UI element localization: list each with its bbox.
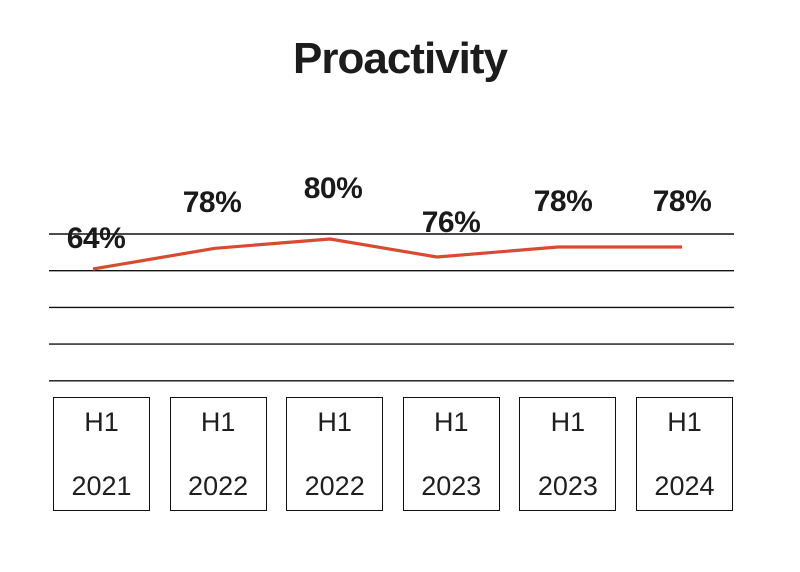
category-year-label: 2022	[188, 471, 249, 502]
category-period-label: H1	[667, 407, 702, 437]
x-axis: H1 2021 H1 2022 H1 2022 H1 2023 H1 2023 H1 2024	[53, 397, 733, 511]
category-period-label: H1	[317, 407, 352, 437]
x-axis-category-box: H1 2023	[402, 397, 500, 511]
category-year-label: 2021	[71, 471, 132, 502]
category-period-label: H1	[434, 407, 469, 437]
category-year-label: 2023	[537, 471, 598, 502]
x-axis-category-box: H1 2022	[286, 397, 384, 511]
x-axis-category-box: H1 2021	[53, 397, 150, 511]
category-period-label: H1	[84, 407, 119, 437]
x-axis-category-box: H1 2023	[519, 397, 617, 511]
category-period-label: H1	[550, 407, 586, 437]
chart-title: Proactivity	[293, 34, 508, 83]
x-axis-category-box: H1 2022	[169, 397, 267, 511]
data-line	[92, 237, 682, 271]
category-period-label: H1	[200, 407, 236, 437]
x-axis-category-box: H1 2024	[635, 397, 733, 511]
category-year-label: 2023	[421, 471, 482, 502]
category-year-label: 2024	[654, 471, 715, 502]
category-year-label: 2022	[304, 471, 365, 502]
